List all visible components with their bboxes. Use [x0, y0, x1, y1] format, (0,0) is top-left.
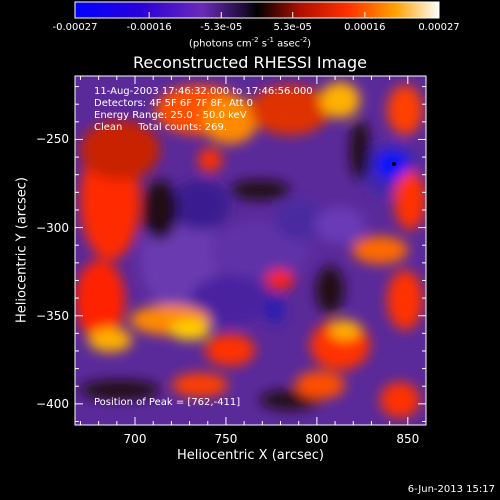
y-tick-label: −300 [36, 220, 69, 235]
axis-tick-marks [75, 76, 427, 425]
colorbar-tick-label: 0.00016 [344, 22, 386, 33]
colorbar-label: (photons cm-2 s-1 asec-2) [188, 36, 312, 50]
colorbar-tick-label: 5.3e-05 [273, 22, 312, 33]
annotation-time-range: 11-Aug-2003 17:46:32.000 to 17:46:56.000 [94, 86, 313, 97]
peak-marker [392, 162, 396, 166]
y-tick-label: −250 [36, 132, 69, 147]
colorbar [74, 1, 440, 19]
annotation-clean-counts: Clean Total counts: 269. [94, 122, 228, 133]
y-tick-label: −350 [36, 308, 69, 323]
x-tick-label: 750 [214, 432, 238, 446]
y-tick-label: −400 [36, 396, 69, 411]
colorbar-tick-label: -0.00016 [126, 22, 172, 33]
x-axis-label: Heliocentric X (arcsec) [177, 448, 324, 463]
colorbar-tick-label: 0.00027 [418, 22, 460, 33]
colorbar-tick-label: -5.3e-05 [200, 22, 243, 33]
annotation-energy-range: Energy Range: 25.0 - 50.0 keV [94, 110, 247, 121]
colorbar-tick-label: -0.00027 [52, 22, 98, 33]
x-tick-label: 700 [123, 432, 147, 446]
heatmap-image [75, 76, 426, 425]
chart-title: Reconstructed RHESSI Image [133, 53, 367, 72]
x-tick-label: 850 [396, 432, 420, 446]
annotation-detectors: Detectors: 4F 5F 6F 7F 8F, Att 0 [94, 98, 254, 109]
y-axis-label: Heliocentric Y (arcsec) [14, 177, 30, 323]
plot-frame [74, 75, 427, 426]
x-tick-label: 800 [305, 432, 329, 446]
date-stamp: 6-Jun-2013 15:17 [407, 484, 495, 495]
colorbar-tick-marks [74, 12, 440, 18]
peak-position-text: Position of Peak = [762,-411] [94, 397, 241, 408]
